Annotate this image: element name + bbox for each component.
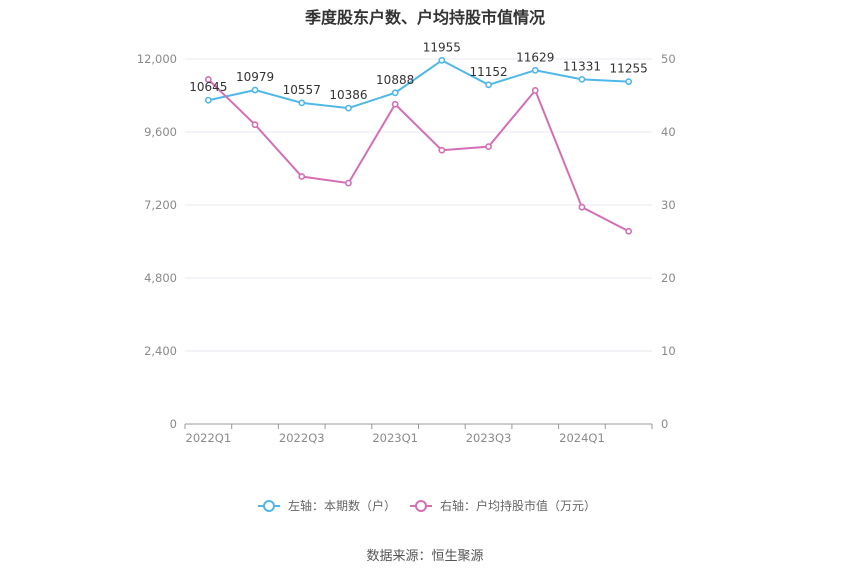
data-label: 10888: [376, 73, 414, 87]
data-label: 11331: [563, 59, 601, 73]
data-label: 11255: [610, 62, 648, 76]
legend-marker-icon: [415, 500, 427, 512]
x-axis-tick-label: 2023Q1: [372, 431, 418, 445]
left-series-point[interactable]: [625, 78, 633, 86]
left-axis-tick-label: 12,000: [137, 52, 177, 66]
data-labels: 10645 10979 10557 10386 10888 11955 11152 11629…: [189, 40, 647, 102]
left-series-point[interactable]: [204, 96, 212, 104]
left-series-point[interactable]: [438, 56, 446, 64]
x-axis-tick-label: 2023Q3: [466, 431, 512, 445]
right-series-point[interactable]: [438, 146, 446, 154]
left-series-line: [208, 59, 629, 110]
left-axis-tick-label: 0: [170, 417, 177, 431]
left-series-point[interactable]: [251, 86, 259, 94]
left-series-point[interactable]: [391, 89, 399, 97]
right-series-line: [207, 78, 630, 233]
left-axis-tick-label: 9,600: [144, 125, 177, 139]
x-axis-tick-label: 2024Q1: [559, 431, 605, 445]
series-lines: [204, 56, 633, 235]
right-series-point[interactable]: [625, 227, 633, 235]
chart-title: 季度股东户数、户均持股市值情况: [304, 8, 545, 27]
right-axis-tick-label: 50: [661, 52, 676, 66]
data-label: 10645: [189, 80, 227, 94]
data-label: 11955: [423, 40, 461, 54]
right-series-point[interactable]: [298, 173, 306, 180]
legend-label: 右轴：户均持股市值（万元）: [440, 498, 596, 513]
legend-label: 左轴：本期数（户）: [288, 498, 396, 513]
left-axis-tick-label: 4,800: [144, 271, 177, 285]
data-source-note: 数据来源：恒生聚源: [366, 549, 484, 564]
left-series-point[interactable]: [298, 99, 306, 107]
data-label: 11152: [469, 65, 507, 79]
right-series-point[interactable]: [204, 76, 212, 83]
left-series-point[interactable]: [345, 104, 352, 112]
x-axis-tick-label: 2022Q3: [279, 431, 325, 445]
chart-area: 0 0 2,400 10 4,800 20 7,200 30 9,600 40 12,000 50 20…: [137, 40, 676, 513]
data-label: 11629: [516, 50, 554, 64]
left-series-point[interactable]: [578, 75, 586, 83]
right-axis-tick-label: 10: [661, 344, 676, 358]
right-axis-tick-label: 30: [661, 198, 676, 212]
data-label: 10386: [329, 88, 367, 102]
left-axis-tick-label: 2,400: [144, 344, 177, 358]
right-axis-tick-label: 0: [661, 417, 668, 431]
right-axis-tick-label: 20: [661, 271, 676, 285]
legend-item[interactable]: 左轴：本期数（户）: [258, 498, 396, 513]
right-axis-tick-label: 40: [661, 125, 676, 139]
right-series-point[interactable]: [578, 203, 586, 211]
right-series-point[interactable]: [345, 179, 352, 187]
data-label: 10557: [283, 83, 321, 97]
left-series-point[interactable]: [531, 66, 539, 74]
gridlines: [185, 58, 652, 352]
right-series-point[interactable]: [251, 121, 259, 129]
x-axis-tick-label: 2022Q1: [186, 431, 232, 445]
legend-item[interactable]: 右轴：户均持股市值（万元）: [410, 498, 596, 513]
legend[interactable]: 左轴：本期数（户） 右轴：户均持股市值（万元）: [258, 498, 596, 513]
right-series-point[interactable]: [391, 100, 399, 108]
axes: 0 0 2,400 10 4,800 20 7,200 30 9,600 40 12,000 50 20…: [137, 52, 676, 445]
right-series-point[interactable]: [531, 86, 539, 94]
right-series-point[interactable]: [485, 143, 492, 150]
legend-marker-icon: [263, 500, 275, 512]
data-label: 10979: [236, 70, 274, 84]
left-axis-tick-label: 7,200: [144, 198, 177, 212]
left-series-point[interactable]: [485, 81, 492, 89]
